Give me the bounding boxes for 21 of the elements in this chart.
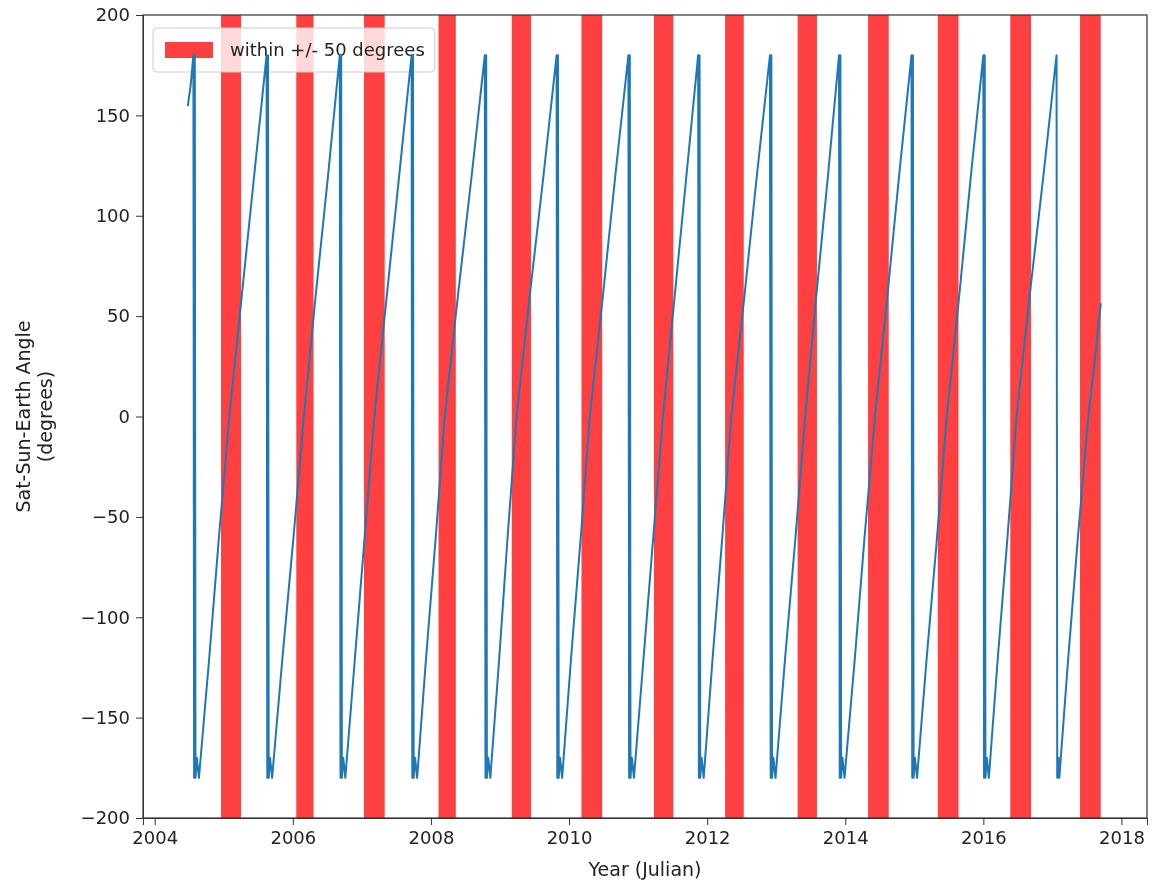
y-tick-label: −50 — [92, 506, 130, 528]
y-axis-title: Sat-Sun-Earth Angle (degrees) — [12, 320, 56, 513]
y-tick-label: 200 — [95, 4, 130, 26]
x-tick-label: 2016 — [960, 826, 1007, 848]
y-tick-label: 100 — [95, 205, 130, 227]
x-tick-label: 2004 — [132, 826, 179, 848]
legend: within +/- 50 degrees — [152, 27, 436, 73]
y-tick-label: 150 — [95, 104, 130, 126]
x-tick-label: 2010 — [546, 826, 593, 848]
x-tick-label: 2018 — [1099, 826, 1145, 848]
x-tick-label: 2012 — [684, 826, 731, 848]
x-axis-title: Year (Julian) — [587, 858, 702, 880]
y-tick-label: −100 — [80, 606, 130, 628]
band-label: within +/- 50 degrees — [230, 39, 425, 60]
y-tick-label: −200 — [80, 807, 130, 829]
y-tick-label: 50 — [107, 305, 130, 327]
y-tick-label: 0 — [118, 405, 130, 427]
x-tick-label: 2006 — [270, 826, 317, 848]
x-tick-label: 2008 — [408, 826, 455, 848]
y-tick-label: −150 — [80, 706, 130, 728]
x-tick-label: 2014 — [822, 826, 869, 848]
